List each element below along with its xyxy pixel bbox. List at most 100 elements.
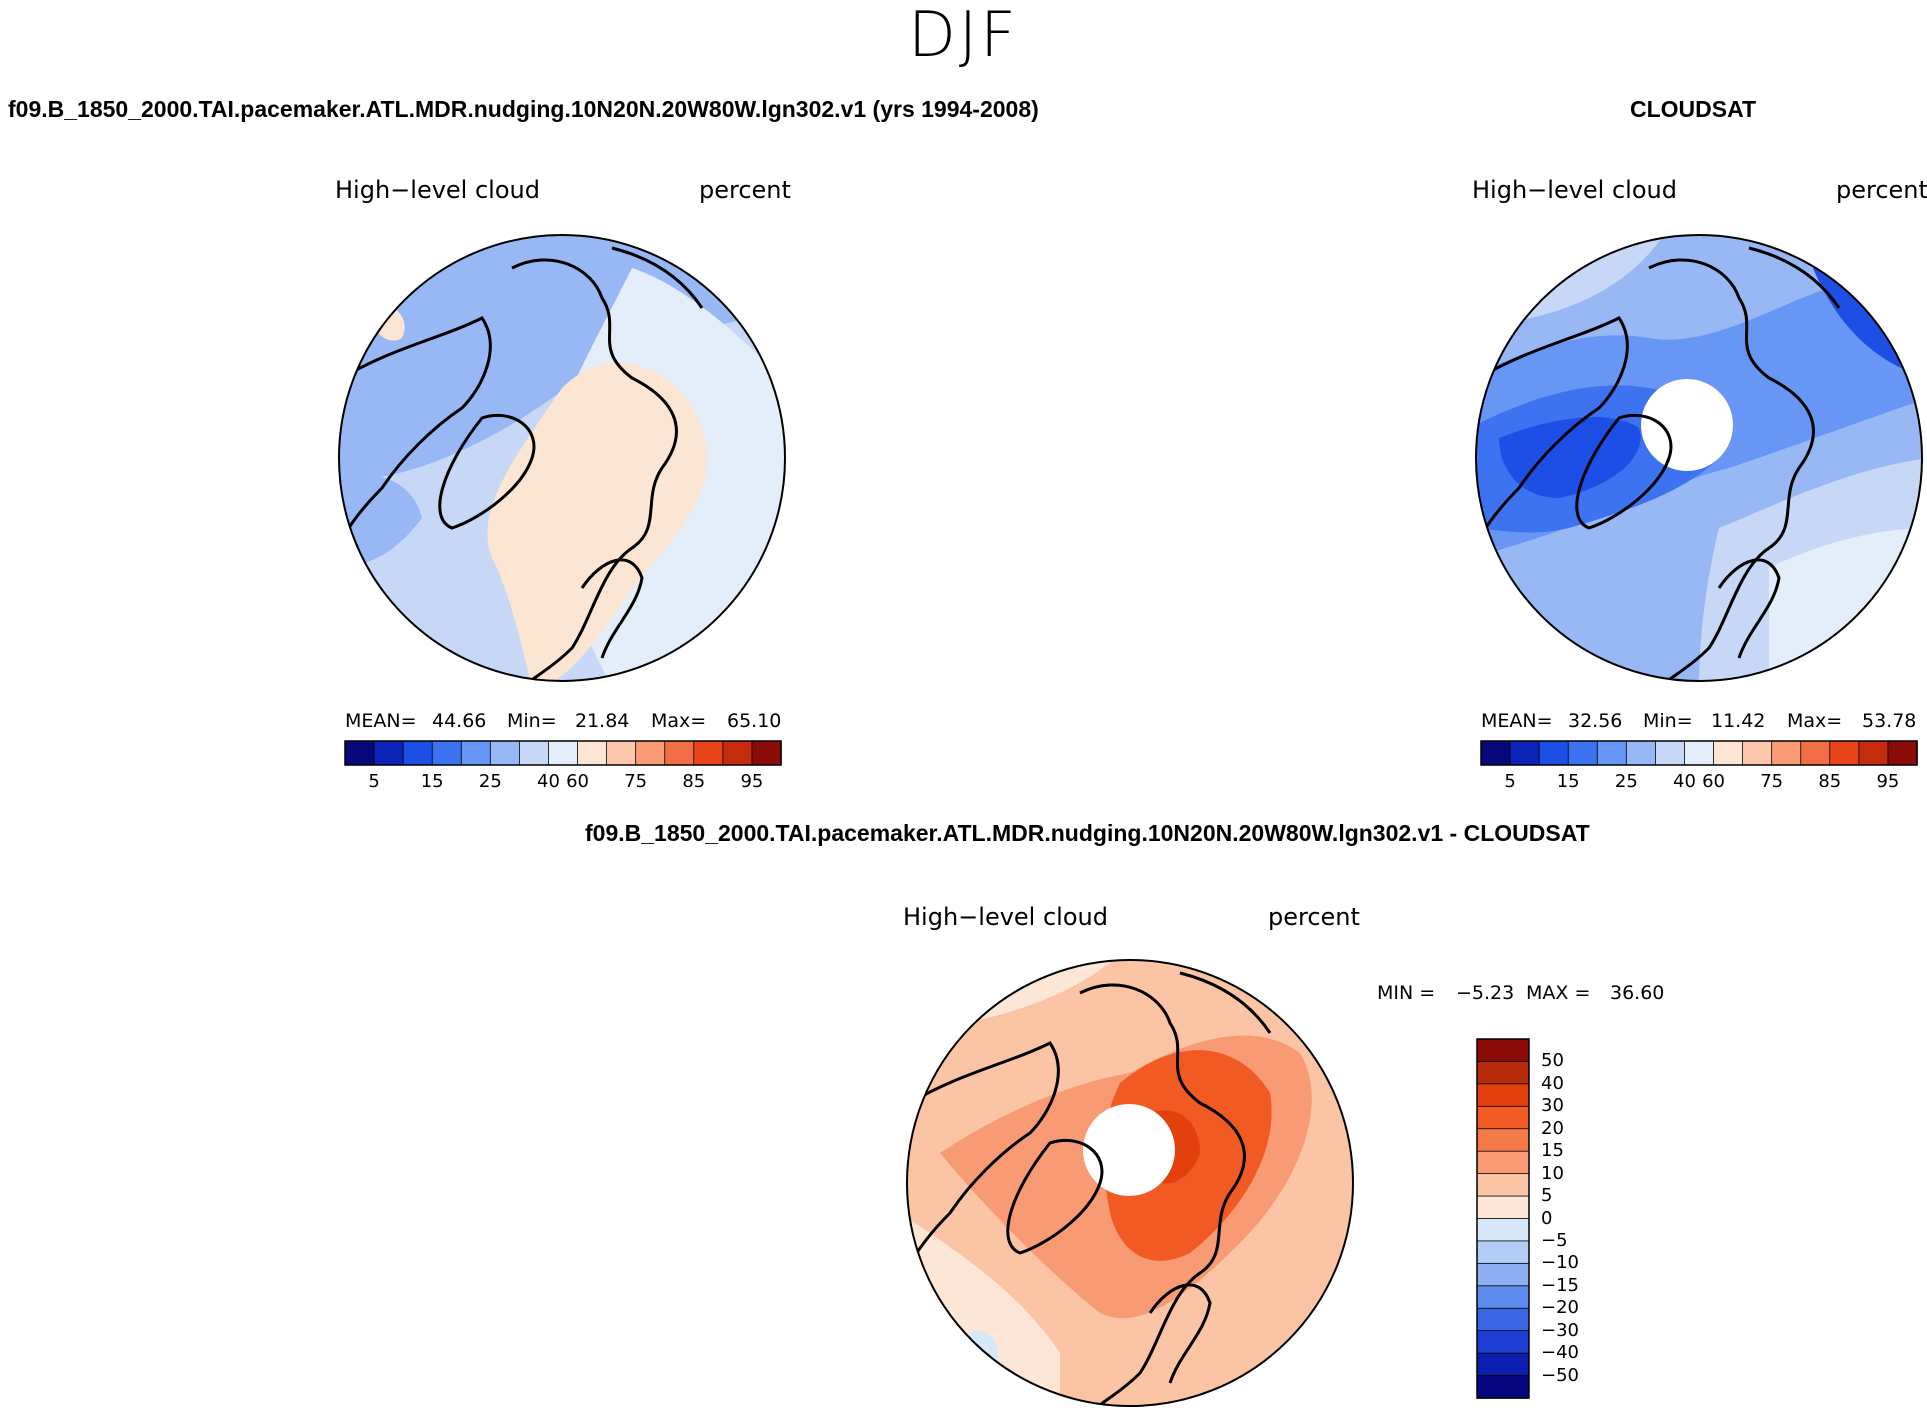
panel2-colorbar-tick-label: 95 xyxy=(1876,771,1900,792)
panel1-colorbar-swatch xyxy=(606,740,637,766)
diff-colorbar-tick-label: 15 xyxy=(1541,1140,1564,1162)
panel1-field-darkest xyxy=(742,235,785,278)
diff-colorbar-tick-label: 20 xyxy=(1541,1117,1564,1139)
diff-colorbar-tick-label: −5 xyxy=(1541,1229,1568,1251)
diff-coastline-americas xyxy=(907,1041,1060,1274)
panel1-colorbar-frame xyxy=(344,740,782,766)
diff-colorbar-swatch xyxy=(1476,1128,1530,1152)
panel1-colorbar-swatch xyxy=(577,740,608,766)
panel2-colorbar-swatch xyxy=(1509,740,1540,766)
panel1-colorbar-swatch xyxy=(693,740,724,766)
diff-colorbar-swatch xyxy=(1476,1083,1530,1108)
panel1-min-label: Min= xyxy=(507,710,557,732)
panel1-colorbar xyxy=(344,740,782,766)
panel1-field-warm xyxy=(487,362,708,681)
panel2-colorbar-swatch xyxy=(1829,740,1860,766)
panel1-colorbar-swatch xyxy=(664,740,695,766)
diff-min-label: MIN = xyxy=(1377,982,1436,1004)
diff-colorbar-tick-label: −50 xyxy=(1541,1364,1579,1386)
panel2-colorbar-tick-label: 5 xyxy=(1504,771,1516,792)
diff-colorbar-swatch xyxy=(1476,1173,1530,1197)
panel2-coastline-europe xyxy=(1717,558,1781,659)
panel2-mean-value: 32.56 xyxy=(1568,710,1623,732)
diff-map-border xyxy=(906,959,1354,1407)
panel1-colorbar-swatch xyxy=(722,740,753,766)
diff-coastline-eurasia xyxy=(1079,983,1246,1406)
diff-colorbar-swatch xyxy=(1476,1150,1530,1175)
panel1-max-label: Max= xyxy=(651,710,707,732)
diff-colorbar-swatch xyxy=(1476,1307,1530,1332)
panel2-max-value: 53.78 xyxy=(1862,710,1917,732)
panel2-colorbar-tick-label: 15 xyxy=(1556,771,1580,792)
panel2-colorbar-swatch xyxy=(1596,740,1628,766)
panel2-colorbar-swatch xyxy=(1480,740,1511,766)
diff-colorbar-swatch xyxy=(1476,1375,1530,1399)
panel1-mean-value: 44.66 xyxy=(432,710,487,732)
diff-colorbar-swatch xyxy=(1476,1195,1530,1220)
panel1-colorbar-swatch xyxy=(431,740,462,766)
diff-colorbar-tick-label: −20 xyxy=(1541,1297,1579,1319)
diff-colorbar-swatch xyxy=(1476,1105,1530,1130)
panel2-colorbar-swatch xyxy=(1771,740,1802,766)
panel2-variable-label: High−level cloud xyxy=(1472,176,1677,204)
diff-max-label: MAX = xyxy=(1526,982,1591,1004)
diff-colorbar-tick-label: −10 xyxy=(1541,1252,1579,1274)
panel1-colorbar-swatch xyxy=(373,740,404,766)
diff-colorbar-tick-label: −40 xyxy=(1541,1342,1579,1364)
panel1-case-title: f09.B_1850_2000.TAI.pacemaker.ATL.MDR.nu… xyxy=(8,96,1039,122)
page-title: DJF xyxy=(908,0,1019,71)
diff-colorbar-frame xyxy=(1476,1038,1530,1399)
panel1-coastline-asia xyxy=(611,246,704,309)
diff-coastline-europe xyxy=(1148,1283,1212,1384)
panel2-coastline-asia xyxy=(1748,246,1841,309)
panel2-min-label: Min= xyxy=(1643,710,1693,732)
panel1-variable-label: High−level cloud xyxy=(335,176,540,204)
diff-case-title: f09.B_1850_2000.TAI.pacemaker.ATL.MDR.nu… xyxy=(585,820,1590,846)
panel2-min-value: 11.42 xyxy=(1711,710,1766,732)
panel2-colorbar-swatch xyxy=(1742,740,1773,766)
panel1-colorbar-swatch xyxy=(518,740,550,766)
panel2-colorbar-tick-label: 75 xyxy=(1760,771,1784,792)
diff-colorbar-swatch xyxy=(1476,1262,1530,1287)
panel1-mean-label: MEAN= xyxy=(345,710,417,732)
panel1-colorbar-tick-label: 40 xyxy=(537,771,560,792)
panel1-colorbar-tick-label: 85 xyxy=(682,771,706,792)
diff-field-blue2 xyxy=(1340,1033,1353,1085)
panel2-colorbar-swatch xyxy=(1800,740,1831,766)
panel1-coastline-americas xyxy=(339,316,492,549)
panel2-colorbar-swatch xyxy=(1538,740,1569,766)
panel1-colorbar-swatch xyxy=(548,740,579,766)
panel2-colorbar-tick-label: 25 xyxy=(1614,771,1638,792)
panel2-map-border xyxy=(1475,234,1923,682)
diff-map xyxy=(906,959,1354,1407)
panel2-units-label: percent xyxy=(1836,176,1927,204)
panel2-colorbar-tick-label: 85 xyxy=(1818,771,1842,792)
panel1-min-value: 21.84 xyxy=(575,710,630,732)
panel2-max-label: Max= xyxy=(1787,710,1843,732)
diff-units-label: percent xyxy=(1268,903,1360,931)
panel1-colorbar-swatch xyxy=(402,740,433,766)
panel2-colorbar-frame xyxy=(1480,740,1918,766)
diff-colorbar-tick-label: −30 xyxy=(1541,1319,1579,1341)
diff-min-value: −5.23 xyxy=(1456,982,1515,1004)
panel2-coastline-greenland xyxy=(1575,413,1673,530)
panel1-units-label: percent xyxy=(699,176,791,204)
panel2-colorbar-swatch xyxy=(1684,740,1715,766)
panel1-colorbar-swatch xyxy=(489,740,521,766)
panel1-colorbar-tick-label: 95 xyxy=(740,771,764,792)
panel1-colorbar-tick-label: 5 xyxy=(368,771,380,792)
diff-colorbar-swatch xyxy=(1476,1285,1530,1309)
diff-colorbar-swatch xyxy=(1476,1240,1530,1265)
panel2-colorbar xyxy=(1480,740,1918,766)
diff-colorbar-swatch xyxy=(1476,1352,1530,1377)
diff-colorbar xyxy=(1476,1038,1530,1399)
panel2-colorbar-swatch xyxy=(1654,740,1686,766)
panel2-mean-label: MEAN= xyxy=(1481,710,1553,732)
panel2-colorbar-tick-label: 60 xyxy=(1702,771,1725,792)
panel2-coastline-eurasia xyxy=(1648,258,1815,681)
diff-coastline-greenland xyxy=(1006,1138,1104,1255)
diff-variable-label: High−level cloud xyxy=(903,903,1108,931)
diff-colorbar-tick-label: 40 xyxy=(1541,1072,1564,1094)
diff-colorbar-tick-label: 10 xyxy=(1541,1162,1564,1184)
panel1-coastline-eurasia xyxy=(511,258,678,681)
